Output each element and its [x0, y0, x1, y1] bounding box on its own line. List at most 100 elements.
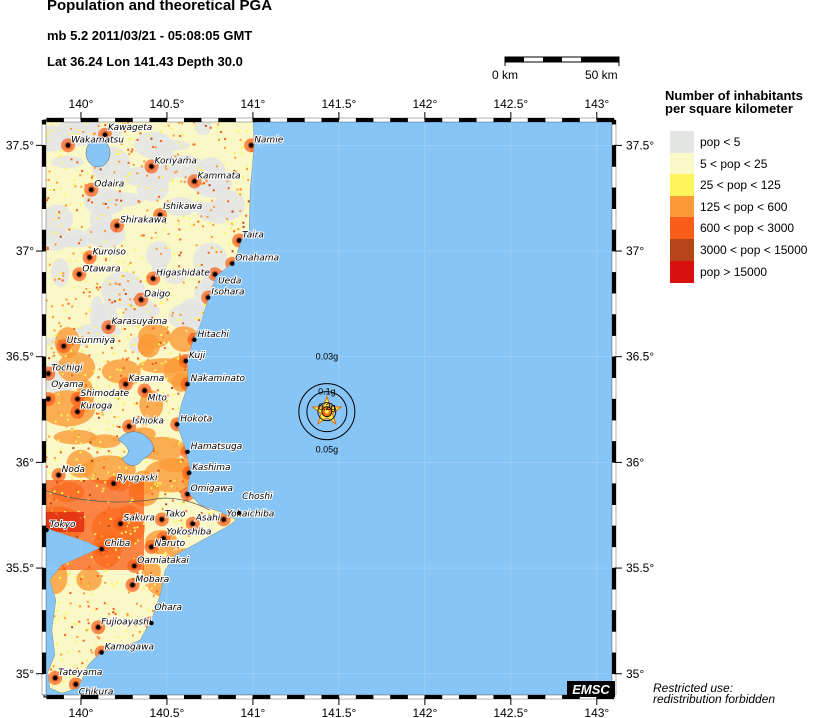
- pop-cell: [166, 394, 169, 397]
- city-marker: [185, 449, 190, 455]
- pop-cell: [167, 233, 170, 236]
- pop-cell: [69, 602, 72, 605]
- frame-tick-lon: [338, 694, 357, 700]
- pop-cell: [60, 154, 63, 157]
- pop-cell: [161, 391, 164, 394]
- pop-cell: [233, 169, 236, 172]
- pop-cell: [154, 304, 157, 307]
- pop-cell: [148, 477, 151, 480]
- pop-cell: [233, 151, 236, 154]
- pop-cell: [126, 121, 129, 124]
- pop-cell: [75, 623, 78, 626]
- frame-tick-lon: [596, 117, 615, 123]
- pop-cell: [158, 195, 161, 198]
- pop-cell: [241, 141, 244, 144]
- pop-cell: [94, 533, 97, 536]
- pop-cell: [129, 377, 132, 380]
- pop-cell: [226, 180, 229, 183]
- pop-cell: [111, 301, 114, 304]
- pop-cell: [107, 182, 110, 185]
- pop-cell: [57, 277, 60, 280]
- pop-cell: [237, 130, 240, 133]
- pop-cell: [167, 412, 170, 415]
- pop-cell: [73, 436, 76, 439]
- pop-cell: [163, 341, 166, 344]
- frame-tick-lon: [459, 117, 477, 123]
- pop-cell: [136, 277, 139, 280]
- pop-cell: [86, 600, 89, 603]
- pop-cell: [153, 477, 156, 480]
- pop-cell: [88, 584, 91, 587]
- pop-cell: [60, 566, 63, 569]
- pop-cell: [152, 460, 155, 463]
- pop-cell: [76, 667, 79, 670]
- pop-cell: [85, 312, 88, 315]
- pop-cell: [154, 370, 157, 373]
- pop-cell: [112, 424, 115, 427]
- pop-cell: [179, 460, 182, 463]
- pop-cell: [116, 636, 119, 639]
- pop-cell: [106, 420, 109, 423]
- pop-cell: [72, 447, 75, 450]
- pop-cell: [65, 298, 68, 301]
- pop-cell: [135, 504, 138, 507]
- pop-cell: [181, 480, 184, 483]
- city-label: Hokota: [180, 414, 212, 424]
- pop-cell: [95, 484, 98, 487]
- legend-item: pop < 5: [670, 131, 824, 153]
- pop-cell: [101, 413, 104, 416]
- pop-cell: [67, 574, 70, 577]
- pop-cell: [74, 576, 77, 579]
- frame-tick-lon: [390, 694, 408, 700]
- pop-cell: [180, 502, 183, 505]
- pop-cell: [108, 199, 111, 202]
- pop-cell: [66, 365, 69, 368]
- pop-cell: [177, 223, 180, 226]
- frame-tick-lon: [218, 117, 236, 123]
- city-marker: [175, 422, 180, 427]
- frame-tick-lat: [41, 272, 47, 294]
- lon-label-bottom: 141.5°: [321, 706, 356, 718]
- pop-cell: [195, 162, 198, 165]
- frame-tick-lat: [41, 293, 47, 315]
- frame-tick-lon: [562, 117, 580, 123]
- pop-cell: [171, 499, 174, 502]
- pop-cell: [128, 172, 131, 175]
- pop-cell: [157, 418, 160, 421]
- pop-cell: [57, 385, 60, 388]
- pop-cell: [73, 664, 76, 667]
- pop-cell: [85, 629, 88, 632]
- pop-cell: [148, 580, 151, 583]
- pop-cell: [227, 200, 230, 203]
- pop-cell: [156, 389, 159, 392]
- lon-label-top: 140°: [69, 97, 94, 111]
- pop-cell: [151, 519, 154, 522]
- pop-cell: [192, 143, 195, 146]
- pop-cell: [59, 272, 62, 275]
- pop-cell: [85, 280, 88, 283]
- pop-cell: [58, 322, 61, 325]
- pop-cell: [124, 349, 127, 352]
- city-marker: [52, 675, 58, 681]
- city-label: Onahama: [235, 254, 279, 264]
- pop-cell: [69, 561, 72, 564]
- pop-cell: [177, 219, 180, 222]
- pop-cell: [173, 393, 176, 396]
- pop-cell: [128, 173, 131, 176]
- city-label: Tochigi: [51, 364, 83, 374]
- pop-cell: [166, 326, 169, 329]
- pop-cell: [165, 400, 168, 403]
- pop-cell: [180, 519, 183, 522]
- frame-tick-lon: [183, 117, 202, 123]
- pop-cell: [125, 466, 128, 469]
- pop-cell: [76, 636, 79, 639]
- pop-cell: [173, 520, 176, 523]
- pop-cell: [70, 127, 73, 130]
- pop-cell: [151, 492, 154, 495]
- pop-cell: [128, 483, 131, 486]
- pop-cell: [96, 282, 99, 285]
- city-label: Odaira: [94, 180, 124, 190]
- pop-cell: [184, 526, 187, 529]
- pop-cell: [190, 225, 193, 228]
- pop-cell: [164, 165, 167, 168]
